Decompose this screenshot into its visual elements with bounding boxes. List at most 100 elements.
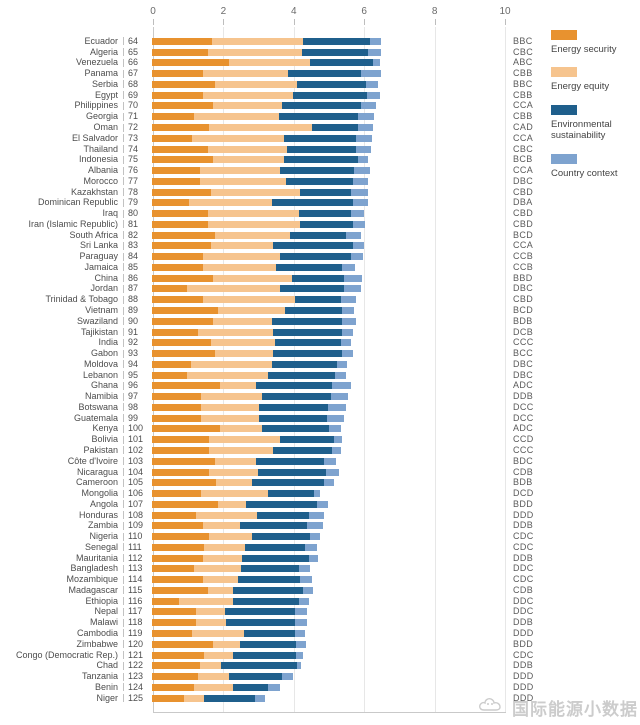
bar-segment-energy-security [152,242,212,250]
country-row-congo-democratic-rep-: Congo (Democratic Rep.) 121 CDC [0,650,640,661]
bar-segment-energy-equity [195,608,225,616]
label-rank-divider [123,69,124,78]
country-label: Iran (Islamic Republic) [28,218,118,229]
bar-segment-environmental-sustainability [229,673,282,681]
bar-segment-energy-security [152,479,217,487]
country-row-vietnam: Vietnam 89 BCD [0,305,640,316]
country-rank: 94 [128,358,139,369]
bar-segment-energy-equity [192,629,244,637]
bar-segment-country-context [342,263,355,271]
bar-segment-energy-equity [196,619,226,627]
bar-segment-country-context [370,37,382,45]
country-row-oman: Oman 72 CAD [0,122,640,133]
balance-grade: CBD [513,294,534,305]
country-row-egypt: Egypt 69 CBB [0,90,640,101]
bar-segment-country-context [373,59,381,67]
bar-segment-environmental-sustainability [268,490,314,498]
stacked-bar [152,167,505,175]
label-rank-divider [123,145,124,154]
bar-segment-energy-equity [201,393,262,401]
label-rank-divider [123,101,124,110]
bar-segment-energy-equity [200,414,260,422]
label-rank-divider [123,338,124,347]
country-label: Ethiopia [85,595,118,606]
balance-grade: DDB [513,520,534,531]
x-axis-tick-label: 4 [291,6,297,17]
country-rank: 93 [128,348,139,359]
label-rank-divider [123,252,124,261]
country-label: Sri Lanka [79,240,118,251]
country-row-thailand: Thailand 74 CBC [0,144,640,155]
bar-segment-energy-security [152,231,215,239]
country-rank: 78 [128,186,139,197]
stacked-bar [152,393,505,401]
x-axis-tick [505,19,506,25]
country-rank: 104 [128,466,144,477]
country-rank: 124 [128,681,144,692]
bar-segment-energy-equity [207,220,300,228]
bar-segment-country-context [357,156,369,164]
bar-segment-country-context [308,554,318,562]
country-rank: 111 [128,541,142,552]
chart-legend: Energy security Energy equity Environmenta… [551,30,637,191]
country-label: El Salvador [71,132,118,143]
legend-label: Country context [551,167,618,179]
bar-segment-environmental-sustainability [273,350,343,358]
label-rank-divider [123,177,124,186]
bar-segment-energy-equity [194,683,233,691]
balance-grade: DBC [513,358,534,369]
country-label: Ghana [90,380,118,391]
bar-segment-energy-security [152,403,202,411]
balance-grade: DCB [513,326,534,337]
label-rank-divider [123,37,124,46]
bar-segment-energy-security [152,457,215,465]
balance-grade: BBC [513,78,533,89]
balance-grade: BCD [513,305,534,316]
bar-segment-environmental-sustainability [286,145,357,153]
balance-grade: CBD [513,218,534,229]
bar-segment-energy-security [152,263,204,271]
x-axis-tick-label: 0 [150,6,156,17]
legend-swatch [551,67,577,78]
bar-segment-energy-security [152,188,212,196]
bar-segment-energy-security [152,425,220,433]
bar-segment-energy-security [152,48,208,56]
bar-segment-country-context [332,382,351,390]
bar-segment-energy-security [152,167,200,175]
watermark-logo-icon [478,694,508,721]
country-label: Jordan [90,283,118,294]
legend-item-energy-equity: Energy equity [551,67,637,92]
bar-segment-environmental-sustainability [204,694,256,702]
country-label: Madagascar [68,584,118,595]
country-rank: 100 [128,423,144,434]
bar-segment-energy-security [152,382,220,390]
bar-segment-environmental-sustainability [261,425,330,433]
country-row-angola: Angola 107 BDD [0,499,640,510]
stacked-bar [152,490,505,498]
bar-segment-energy-security [152,640,213,648]
label-rank-divider [123,511,124,520]
stacked-bar [152,533,505,541]
label-rank-divider [123,640,124,649]
bar-segment-environmental-sustainability [278,113,358,121]
country-rank: 83 [128,240,139,251]
x-axis-tick [364,19,366,25]
country-label: Gabon [90,348,118,359]
bar-segment-environmental-sustainability [301,48,368,56]
country-label: Tajikistan [80,326,118,337]
balance-grade: CDC [513,649,534,660]
country-rank: 119 [128,627,143,638]
legend-swatch [551,30,577,40]
bar-segment-country-context [324,479,334,487]
label-rank-divider [123,694,124,703]
country-row-swaziland: Swaziland 90 BDB [0,316,640,327]
country-label: Honduras [78,509,118,520]
stacked-bar [152,296,505,304]
country-label: Pakistan [83,444,118,455]
country-label: Algeria [89,46,118,57]
bar-segment-country-context [313,490,321,498]
label-rank-divider [123,586,124,595]
bar-segment-environmental-sustainability [280,436,334,444]
bar-segment-environmental-sustainability [297,80,366,88]
country-label: Côte d'Ivoire [67,455,118,466]
